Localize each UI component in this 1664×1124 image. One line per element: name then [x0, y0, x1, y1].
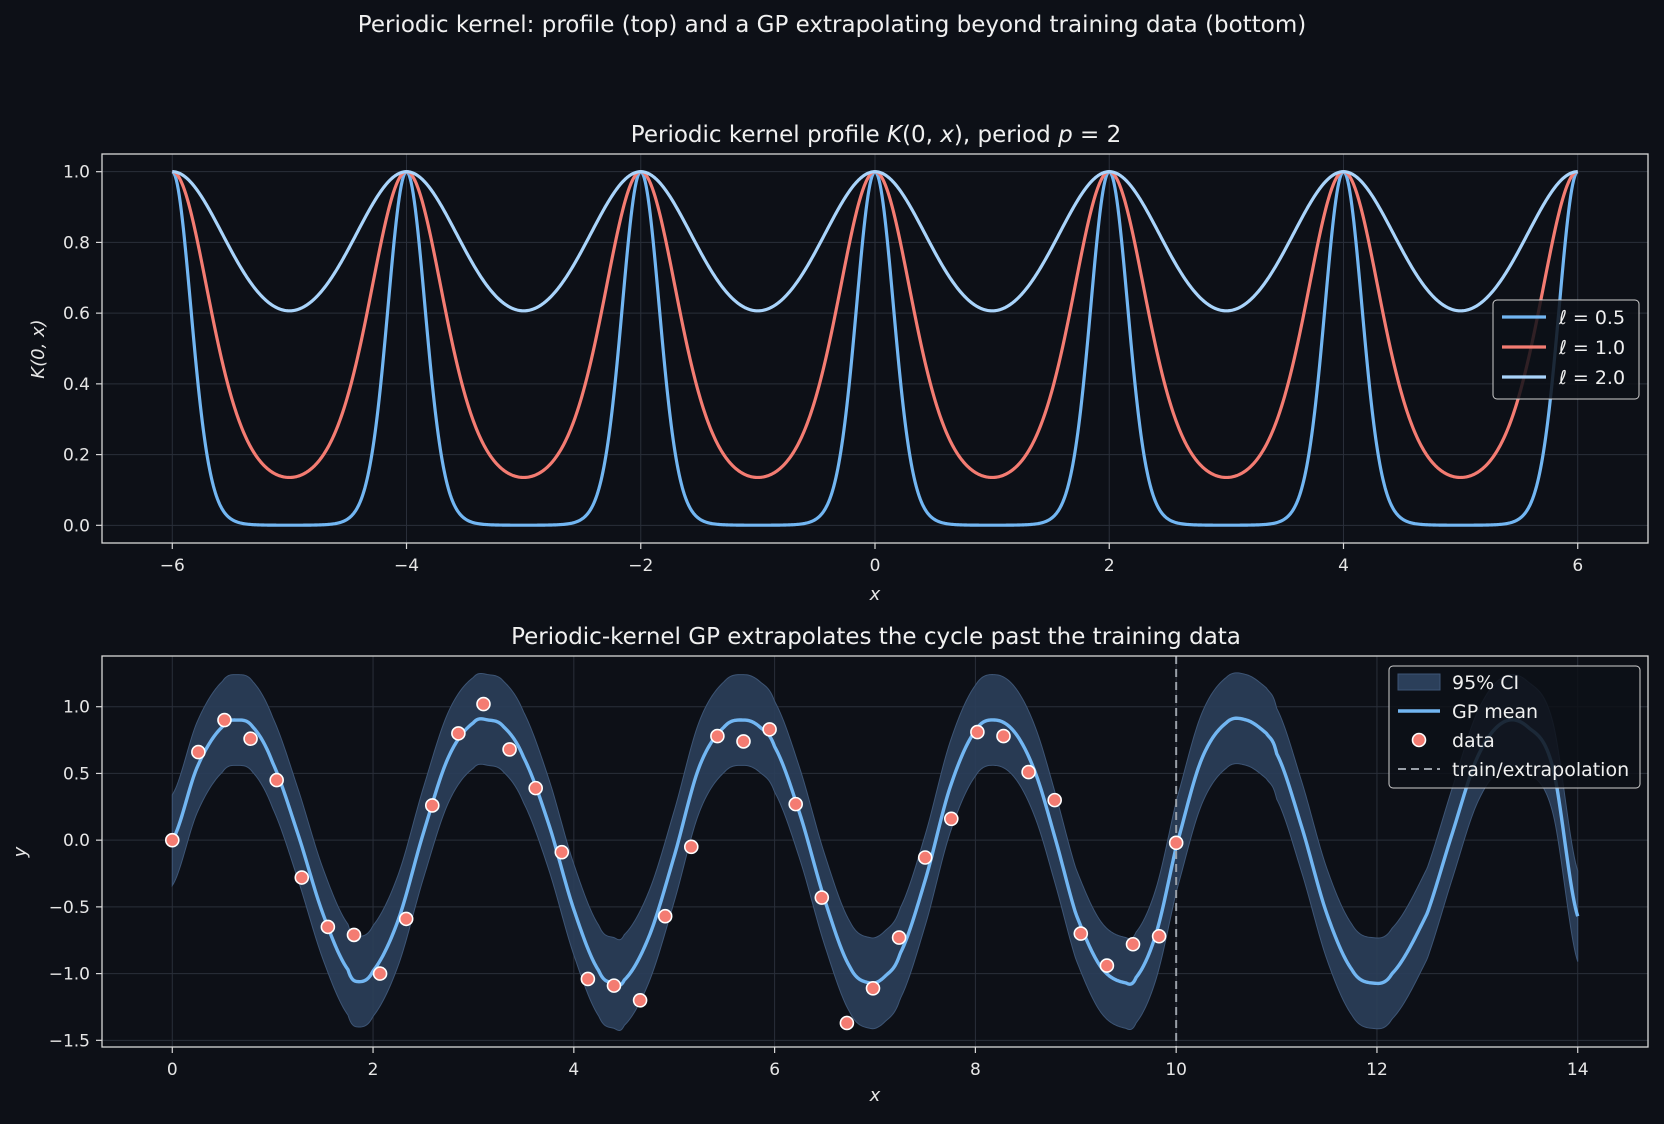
gp-panel-x-ticks: 0 2 4 6 8 10 12 14 — [167, 1047, 1589, 1080]
kernel-legend-frame — [1492, 299, 1640, 400]
data-point — [1021, 764, 1036, 780]
kernel-profile-y-tick-label: 0.6 — [63, 304, 90, 324]
gp-panel-y-tick-label: −1.0 — [49, 965, 90, 985]
gp-panel-y-ticks: −1.5 −1.0 −0.5 0.0 0.5 1.0 — [49, 698, 102, 1051]
kernel-profile-x-tick-label: 4 — [1338, 556, 1349, 576]
data-point — [943, 811, 959, 827]
data-point — [657, 908, 673, 924]
gp-legend-label: GP mean — [1452, 701, 1538, 723]
gp-panel-x-tick-label: 6 — [769, 1060, 780, 1080]
kernel-profile-panel: Periodic kernel profile K(0, x), period … — [28, 122, 1649, 605]
data-point — [762, 722, 777, 737]
kernel-profile-y-tick-label: 1.0 — [63, 163, 90, 183]
data-point — [788, 796, 803, 812]
data-point — [970, 724, 985, 740]
kernel-profile-title: Periodic kernel profile K(0, x), period … — [631, 122, 1121, 148]
kernel-profile-x-tick-label: −2 — [628, 556, 653, 576]
data-point — [372, 966, 388, 981]
gp-panel-y-tick-label: 0.0 — [63, 831, 90, 851]
kernel-profile-legend: ℓ = 0.5 ℓ = 1.0 ℓ = 2.0 — [1492, 299, 1640, 400]
gp-panel-y-tick-label: 1.0 — [63, 698, 90, 718]
data-point — [217, 712, 232, 728]
data-point — [865, 980, 881, 996]
data-point — [528, 780, 543, 796]
gp-panel-y-tick-label: −0.5 — [49, 898, 90, 918]
gp-panel-x-tick-label: 10 — [1165, 1060, 1187, 1080]
kernel-profile-x-tick-label: 0 — [870, 556, 881, 576]
data-point — [164, 832, 180, 848]
gp-legend-swatch-ci — [1397, 673, 1441, 691]
data-point — [606, 978, 622, 993]
data-point — [424, 798, 440, 813]
kernel-profile-y-tick-label: 0.2 — [63, 446, 90, 466]
data-point — [294, 870, 310, 885]
kernel-profile-y-tick-label: 0.8 — [63, 233, 90, 253]
gp-panel-y-label: y — [10, 846, 31, 858]
data-point — [1168, 835, 1184, 851]
data-point — [1151, 928, 1167, 944]
gp-panel-x-label: x — [869, 1085, 881, 1106]
gp-panel-x-tick-label: 0 — [167, 1060, 178, 1080]
figure-suptitle: Periodic kernel: profile (top) and a GP … — [358, 12, 1306, 38]
data-point — [839, 1015, 855, 1031]
kernel-profile-x-ticks: −6 −4 −2 0 2 4 6 — [160, 543, 1583, 576]
data-point — [451, 726, 466, 741]
data-point — [398, 911, 414, 927]
gp-panel-x-tick-label: 14 — [1567, 1060, 1589, 1080]
data-point — [917, 850, 933, 865]
kernel-profile-series — [171, 170, 1579, 527]
data-point — [1125, 936, 1141, 952]
data-point — [814, 890, 830, 905]
data-point — [1099, 958, 1115, 973]
data-point — [191, 744, 206, 760]
gp-extrapolation-panel: Periodic-kernel GP extrapolates the cycl… — [10, 624, 1649, 1106]
data-point — [346, 927, 362, 943]
gp-legend-label: 95% CI — [1452, 672, 1519, 694]
gp-legend-swatch-data — [1411, 732, 1427, 748]
kernel-profile-y-tick-label: 0.0 — [63, 516, 90, 536]
kernel-legend-label: ℓ = 0.5 — [1558, 307, 1625, 329]
kernel-profile-x-tick-label: −6 — [160, 556, 185, 576]
gp-legend-label: train/extrapolation — [1452, 759, 1629, 781]
data-point — [269, 772, 284, 788]
kernel-profile-x-tick-label: 6 — [1572, 556, 1583, 576]
gp-panel-title: Periodic-kernel GP extrapolates the cycl… — [511, 624, 1241, 650]
kernel-profile-y-tick-label: 0.4 — [63, 375, 90, 395]
data-point — [1073, 926, 1089, 941]
data-point — [996, 728, 1011, 744]
data-point — [580, 971, 596, 987]
data-point — [683, 839, 699, 855]
gp-legend-label: data — [1452, 730, 1495, 752]
kernel-legend-label: ℓ = 2.0 — [1558, 367, 1625, 389]
gp-panel-frame — [101, 655, 1649, 1048]
data-point — [632, 992, 648, 1008]
data-point — [891, 930, 907, 945]
kernel-profile-x-label: x — [869, 584, 881, 605]
gp-panel-y-tick-label: −1.5 — [49, 1031, 90, 1051]
kernel-profile-y-label: K(0, x) — [28, 319, 49, 378]
kernel-profile-x-tick-label: 2 — [1104, 556, 1115, 576]
data-point — [502, 742, 517, 757]
data-point — [1047, 792, 1062, 808]
kernel-legend-label: ℓ = 1.0 — [1558, 337, 1625, 359]
kernel-profile-x-tick-label: −4 — [394, 556, 419, 576]
data-point — [320, 919, 336, 935]
kernel-series-line — [171, 170, 1579, 313]
gp-panel-x-tick-label: 12 — [1366, 1060, 1388, 1080]
gp-panel-x-tick-label: 2 — [368, 1060, 379, 1080]
gp-panel-x-tick-label: 4 — [568, 1060, 579, 1080]
data-point — [554, 844, 570, 860]
gp-legend-frame — [1388, 665, 1641, 789]
gp-panel-x-tick-label: 8 — [970, 1060, 981, 1080]
data-point — [243, 731, 258, 747]
data-point — [476, 696, 491, 712]
gp-panel-series — [164, 656, 1580, 1047]
gp-panel-legend: 95% CI GP mean data train/extrapolation — [1388, 665, 1641, 789]
kernel-profile-y-ticks: 0.0 0.2 0.4 0.6 0.8 1.0 — [63, 163, 102, 536]
gp-panel-y-tick-label: 0.5 — [63, 764, 90, 784]
data-point — [710, 728, 725, 744]
data-point — [736, 734, 751, 749]
